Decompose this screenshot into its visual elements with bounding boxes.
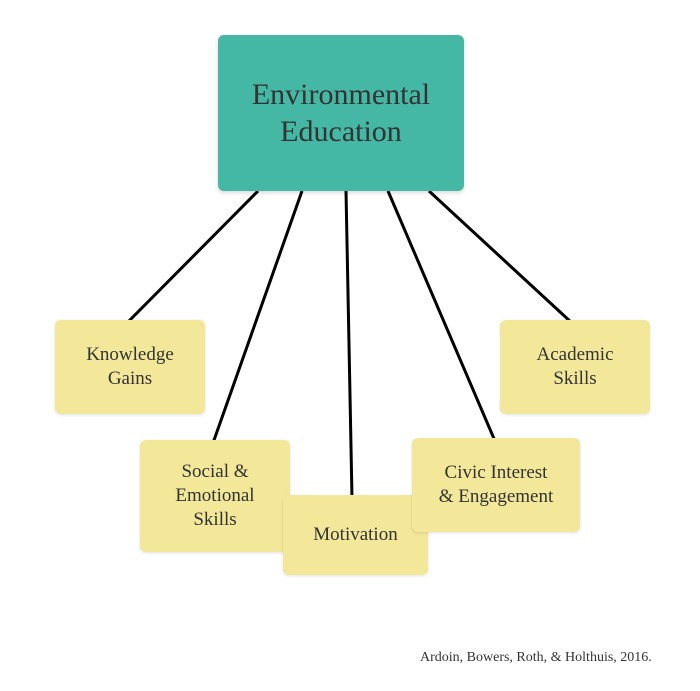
- leaf-node-label: Academic Skills: [526, 337, 623, 397]
- leaf-node-academic-skills: Academic Skills: [500, 320, 650, 414]
- diagram-canvas: Environmental Education Knowledge Gains …: [0, 0, 700, 691]
- leaf-node-label: Motivation: [303, 517, 407, 553]
- leaf-node-label: Social & Emotional Skills: [165, 454, 264, 537]
- leaf-node-knowledge-gains: Knowledge Gains: [55, 320, 205, 414]
- leaf-node-motivation: Motivation: [283, 495, 428, 575]
- root-node-label: Environmental Education: [242, 70, 440, 157]
- edge-root-knowledge: [127, 191, 258, 323]
- leaf-node-social-emotional-skills: Social & Emotional Skills: [140, 440, 290, 552]
- edge-root-civic: [388, 191, 495, 441]
- edge-root-motivation: [346, 191, 352, 498]
- leaf-node-label: Civic Interest & Engagement: [429, 455, 564, 515]
- leaf-node-label: Knowledge Gains: [76, 337, 184, 397]
- root-node-environmental-education: Environmental Education: [218, 35, 464, 191]
- leaf-node-civic-interest-engagement: Civic Interest & Engagement: [412, 438, 580, 532]
- edge-root-academic: [429, 191, 572, 323]
- citation-label: Ardoin, Bowers, Roth, & Holthuis, 2016.: [420, 650, 652, 665]
- edge-root-social: [213, 191, 302, 443]
- citation-text: Ardoin, Bowers, Roth, & Holthuis, 2016.: [420, 650, 652, 666]
